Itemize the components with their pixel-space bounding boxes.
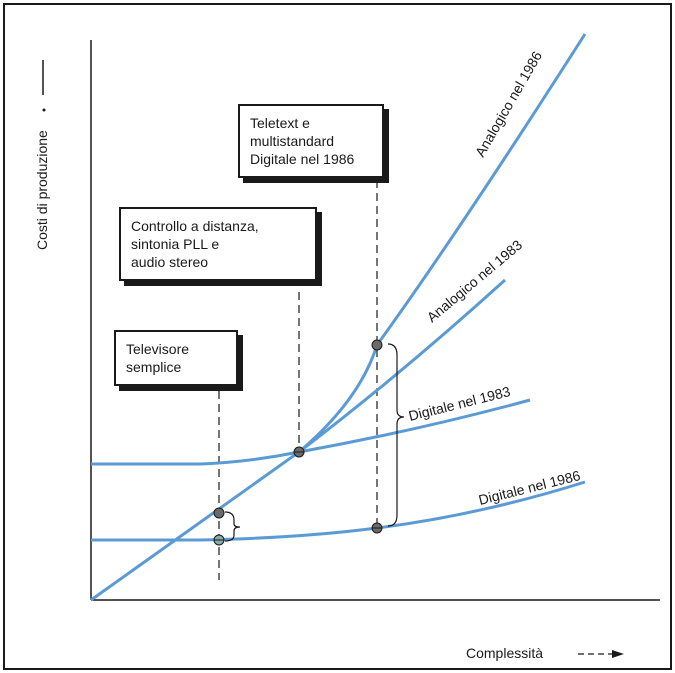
- marker-analog-simple: [213, 507, 225, 519]
- marker-analog-teletext: [371, 339, 383, 351]
- y-axis-label: Costi di produzione: [34, 130, 50, 250]
- x-axis-arrow-head: [612, 650, 624, 658]
- y-axis-arrow-dot: [42, 108, 46, 112]
- curve-analog-1983: [298, 278, 507, 454]
- curve-label-analog-1986: Analogico nel 1986: [472, 48, 546, 159]
- brace-teletext: [387, 343, 405, 527]
- box-teletext: Teletext e multistandard Digitale nel 19…: [238, 104, 384, 178]
- outer-border: [3, 3, 672, 670]
- x-axis-label: Complessità: [466, 645, 543, 661]
- curve-analog-1986: [90, 33, 587, 602]
- curve-label-analog-1983: Analogico nel 1983: [424, 236, 526, 325]
- brace-simple: [224, 511, 241, 542]
- box-simple-tv: Televisore semplice: [114, 330, 238, 386]
- curve-digital-1983: [91, 398, 531, 466]
- box-remote-control: Controllo a distanza, sintonia PLL e aud…: [119, 207, 317, 281]
